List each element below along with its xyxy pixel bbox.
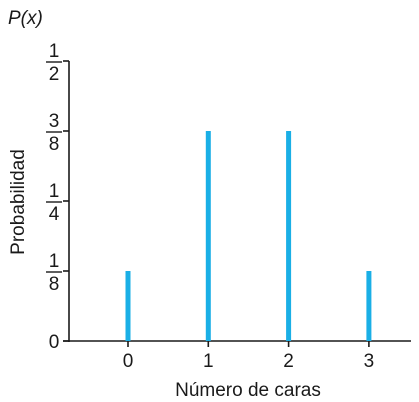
x-axis: 0 1 2 3 — [63, 340, 411, 372]
bar — [366, 271, 372, 341]
x-axis-title: Número de caras — [175, 380, 321, 401]
y-tick-denominator: 2 — [49, 64, 60, 85]
y-tick-numerator: 1 — [49, 41, 60, 62]
y-tick-denominator: 8 — [49, 134, 60, 155]
bar — [205, 131, 211, 341]
x-tick-label: 3 — [364, 351, 375, 372]
x-tick-label: 2 — [283, 351, 294, 372]
x-tick-label: 1 — [203, 351, 214, 372]
y-tick-numerator: 3 — [49, 111, 60, 132]
bar — [286, 131, 292, 341]
y-tick-numerator: 1 — [49, 251, 60, 272]
y-tick-numerator: 1 — [49, 181, 60, 202]
y-axis-title: Probabilidad — [8, 149, 29, 255]
y-tick-denominator: 8 — [49, 274, 60, 295]
x-tick-label: 0 — [123, 351, 134, 372]
y-tick-label: 0 — [49, 332, 60, 353]
bar — [125, 271, 131, 341]
y-axis-top-label: P(x) — [8, 8, 43, 29]
bars — [125, 131, 372, 341]
y-tick-denominator: 4 — [49, 204, 60, 225]
